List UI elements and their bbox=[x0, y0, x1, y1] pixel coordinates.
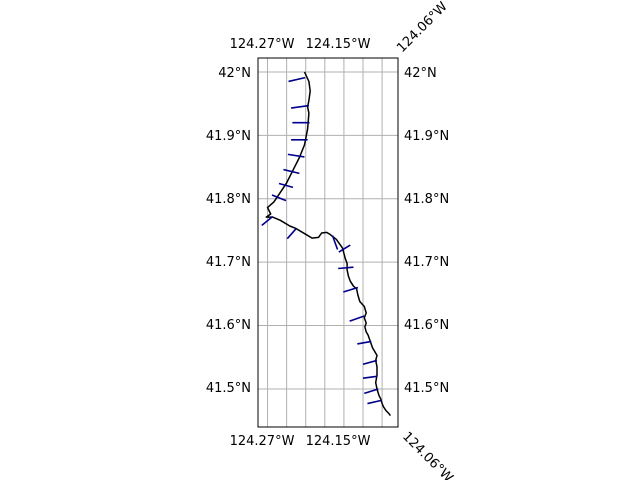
left-lat-label-5: 41.6°N bbox=[206, 318, 251, 333]
transect-line bbox=[278, 182, 294, 189]
transect-line bbox=[367, 399, 382, 405]
bottom-lon-label-2: 124.15°W bbox=[306, 434, 371, 449]
right-lat-label-6: 41.5°N bbox=[404, 381, 449, 396]
top-lon-label-3: 124.06°W bbox=[394, 0, 451, 56]
transect-lines bbox=[261, 76, 382, 405]
transect-line bbox=[288, 76, 306, 83]
transect-line bbox=[343, 286, 359, 293]
right-lat-label-2: 41.9°N bbox=[404, 129, 449, 144]
transect-line bbox=[349, 315, 365, 322]
top-lon-label-1: 124.27°W bbox=[230, 37, 295, 52]
top-lon-label-2: 124.15°W bbox=[306, 37, 371, 52]
transect-line bbox=[357, 340, 372, 345]
gridlines bbox=[258, 58, 398, 427]
transect-line bbox=[338, 266, 354, 270]
bottom-lon-label-1: 124.27°W bbox=[230, 434, 295, 449]
left-lat-label-6: 41.5°N bbox=[206, 381, 251, 396]
right-lat-label-1: 42°N bbox=[404, 66, 437, 81]
transect-line bbox=[261, 215, 274, 226]
transect-line bbox=[271, 194, 287, 202]
transect-line bbox=[331, 235, 339, 250]
right-lat-label-5: 41.6°N bbox=[404, 318, 449, 333]
transect-line bbox=[290, 104, 310, 109]
left-lat-label-2: 41.9°N bbox=[206, 129, 251, 144]
left-lat-label-4: 41.7°N bbox=[206, 255, 251, 270]
transect-line bbox=[364, 388, 379, 395]
transect-line bbox=[287, 153, 305, 158]
transect-line bbox=[338, 244, 351, 253]
map-background bbox=[258, 58, 398, 427]
transect-line bbox=[286, 228, 297, 240]
map-frame bbox=[257, 57, 399, 428]
right-lat-label-3: 41.8°N bbox=[404, 192, 449, 207]
left-lat-label-3: 41.8°N bbox=[206, 192, 251, 207]
transect-line bbox=[362, 359, 378, 366]
coastline-line bbox=[265, 71, 391, 417]
transect-line bbox=[283, 168, 300, 175]
right-lat-label-4: 41.7°N bbox=[404, 255, 449, 270]
bottom-lon-label-3: 124.06°W bbox=[399, 429, 456, 480]
left-lat-label-1: 42°N bbox=[218, 66, 251, 81]
transect-line bbox=[362, 375, 378, 379]
